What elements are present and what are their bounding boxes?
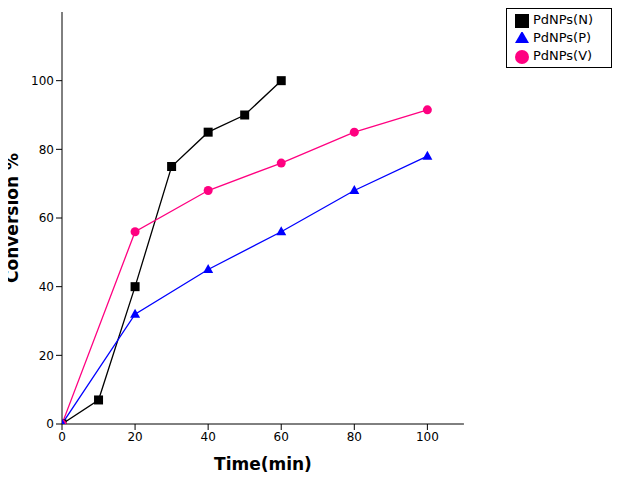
svg-text:40: 40 <box>39 280 54 294</box>
html-text:PdNPs(N): PdNPs(N) <box>532 12 593 27</box>
svg-text:100: 100 <box>416 430 439 444</box>
html-text:PdNPs(V): PdNPs(V) <box>532 48 593 63</box>
svg-text:40: 40 <box>201 430 216 444</box>
svg-text:20: 20 <box>39 349 54 363</box>
svg-text:20: 20 <box>127 430 142 444</box>
svg-text:100: 100 <box>31 74 54 88</box>
svg-text:0: 0 <box>58 430 66 444</box>
svg-text:60: 60 <box>39 211 54 225</box>
svg-text:80: 80 <box>39 143 54 157</box>
svg-text:80: 80 <box>347 430 362 444</box>
svg-text:Conversion %: Conversion % <box>8 153 22 283</box>
svg-text:Time(min): Time(min) <box>214 454 312 474</box>
svg-text:60: 60 <box>274 430 289 444</box>
svg-text:0: 0 <box>46 417 54 431</box>
html-text:PdNPs(P): PdNPs(P) <box>532 30 592 45</box>
